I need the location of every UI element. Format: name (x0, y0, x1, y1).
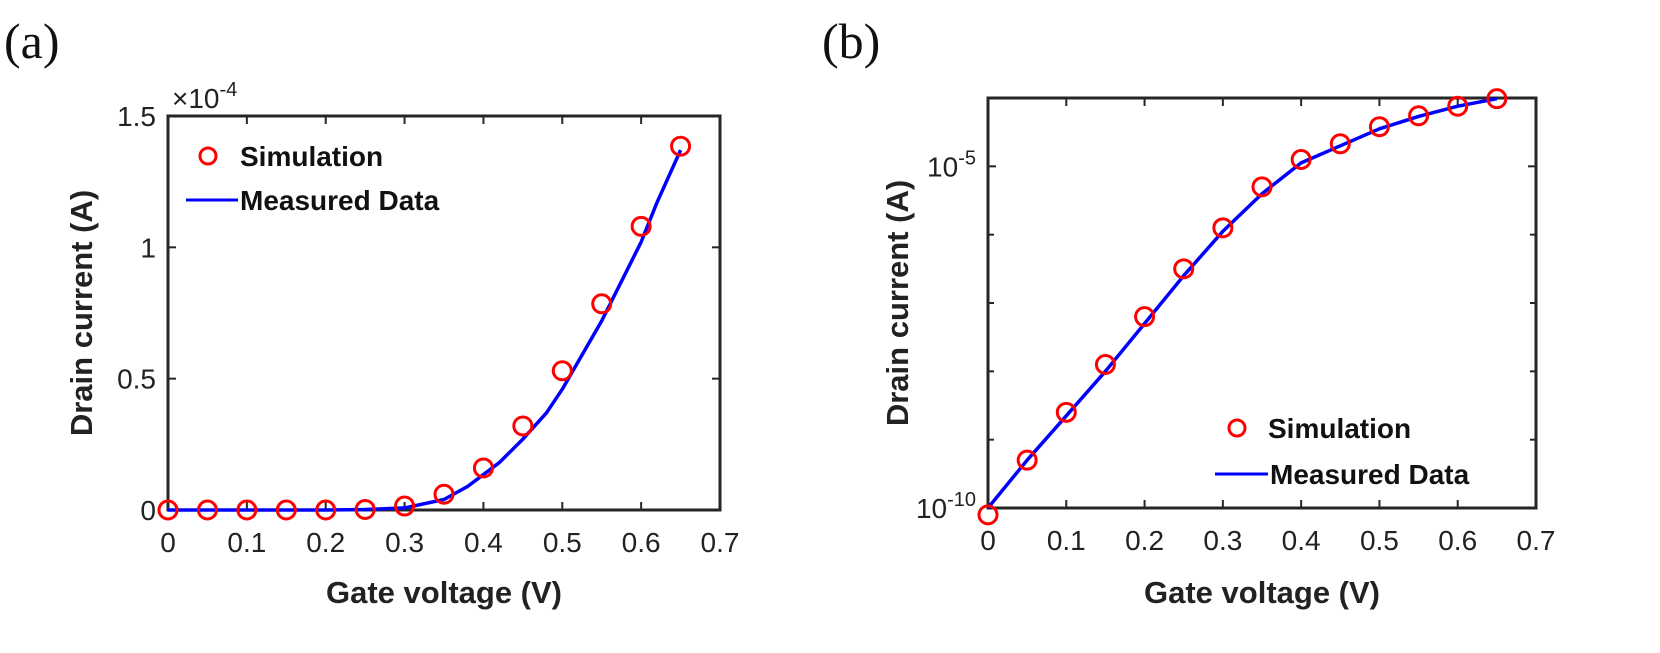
simulation-point (394, 495, 416, 517)
x-tick-label: 0.3 (385, 527, 424, 558)
panel-a-x-axis-title: Gate voltage (V) (326, 575, 562, 610)
x-tick-label: 0.7 (701, 527, 740, 558)
panel-a: (a) 0 0.1 0.2 0.3 0.4 0.5 0.6 0.7 0 0.5 1 1.5 ×10-4… (4, 13, 739, 610)
x-tick-label: 0.2 (1125, 525, 1164, 556)
legend-measured-label: Measured Data (240, 185, 440, 216)
panel-a-y-axis-title: Drain current (A) (64, 190, 99, 436)
x-tick-label: 0 (160, 527, 176, 558)
y-tick-label: 0.5 (117, 364, 156, 395)
legend-measured-label: Measured Data (1270, 459, 1470, 490)
simulation-point (1408, 105, 1430, 127)
y-tick-label: 10-5 (927, 147, 976, 182)
simulation-point (1329, 133, 1351, 155)
y-tick-label: 0 (140, 495, 156, 526)
x-tick-label: 0.1 (1047, 525, 1086, 556)
simulation-point (1055, 401, 1077, 423)
simulation-point (670, 135, 692, 157)
x-tick-label: 0.7 (1517, 525, 1556, 556)
simulation-point (1134, 306, 1156, 328)
x-tick-label: 0.1 (227, 527, 266, 558)
simulation-point (236, 499, 258, 521)
simulation-point (157, 499, 179, 521)
panel-b-x-axis-title: Gate voltage (V) (1144, 575, 1380, 610)
simulation-point (1251, 176, 1273, 198)
panel-b-y-axis-title: Drain current (A) (880, 180, 915, 426)
panel-a-y-multiplier: ×10-4 (172, 79, 237, 114)
x-tick-label: 0.6 (622, 527, 661, 558)
measured-data-line (168, 149, 683, 512)
axes-box (166, 114, 722, 512)
legend-simulation-label: Simulation (240, 141, 383, 172)
simulation-point (591, 293, 613, 315)
x-tick-label: 0.3 (1203, 525, 1242, 556)
y-tick-label: 1 (140, 232, 156, 263)
simulation-point (1447, 95, 1469, 117)
simulation-point (1486, 88, 1508, 110)
simulation-point (551, 360, 573, 382)
simulation-point (433, 483, 455, 505)
panel-a-legend: Simulation Measured Data (186, 141, 440, 216)
x-tick-label: 0.5 (543, 527, 582, 558)
panel-a-label: (a) (4, 13, 60, 69)
y-tick-label: 10-10 (916, 489, 976, 524)
x-tick-label: 0.4 (464, 527, 503, 558)
x-tick-label: 0 (980, 525, 996, 556)
simulation-point (1173, 258, 1195, 280)
simulation-point (315, 499, 337, 521)
y-tick-label: 1.5 (117, 101, 156, 132)
simulation-point (630, 215, 652, 237)
simulation-point (977, 504, 999, 526)
simulation-point (1094, 354, 1116, 375)
axes-box (986, 96, 1538, 510)
x-tick-label: 0.4 (1282, 525, 1321, 556)
panel-b-legend: Simulation Measured Data (1215, 413, 1470, 490)
simulation-point (354, 498, 376, 520)
legend-simulation-marker-icon (198, 146, 218, 166)
measured-data-line (986, 96, 1498, 510)
simulation-point (196, 499, 218, 521)
simulation-point (1368, 116, 1390, 138)
simulation-point (1016, 449, 1038, 471)
simulation-point (1212, 217, 1234, 239)
panel-b-label: (b) (822, 13, 880, 69)
simulation-point (472, 457, 494, 479)
legend-simulation-label: Simulation (1268, 413, 1411, 444)
panel-a-plot-area: 0 0.1 0.2 0.3 0.4 0.5 0.6 0.7 0 0.5 1 1.5 (117, 101, 739, 558)
x-tick-label: 0.6 (1438, 525, 1477, 556)
x-tick-label: 0.2 (306, 527, 345, 558)
x-tick-label: 0.5 (1360, 525, 1399, 556)
simulation-point (512, 415, 534, 437)
panel-b: (b) 0 0.1 0.2 0.3 0.4 0.5 0.6 0.7 10-10 10-5 Gate… (822, 13, 1555, 610)
legend-simulation-marker-icon (1227, 418, 1247, 438)
simulation-point (1290, 149, 1312, 170)
simulation-point (275, 499, 297, 521)
panel-b-plot-area: 0 0.1 0.2 0.3 0.4 0.5 0.6 0.7 10-10 10-5 (916, 88, 1556, 556)
